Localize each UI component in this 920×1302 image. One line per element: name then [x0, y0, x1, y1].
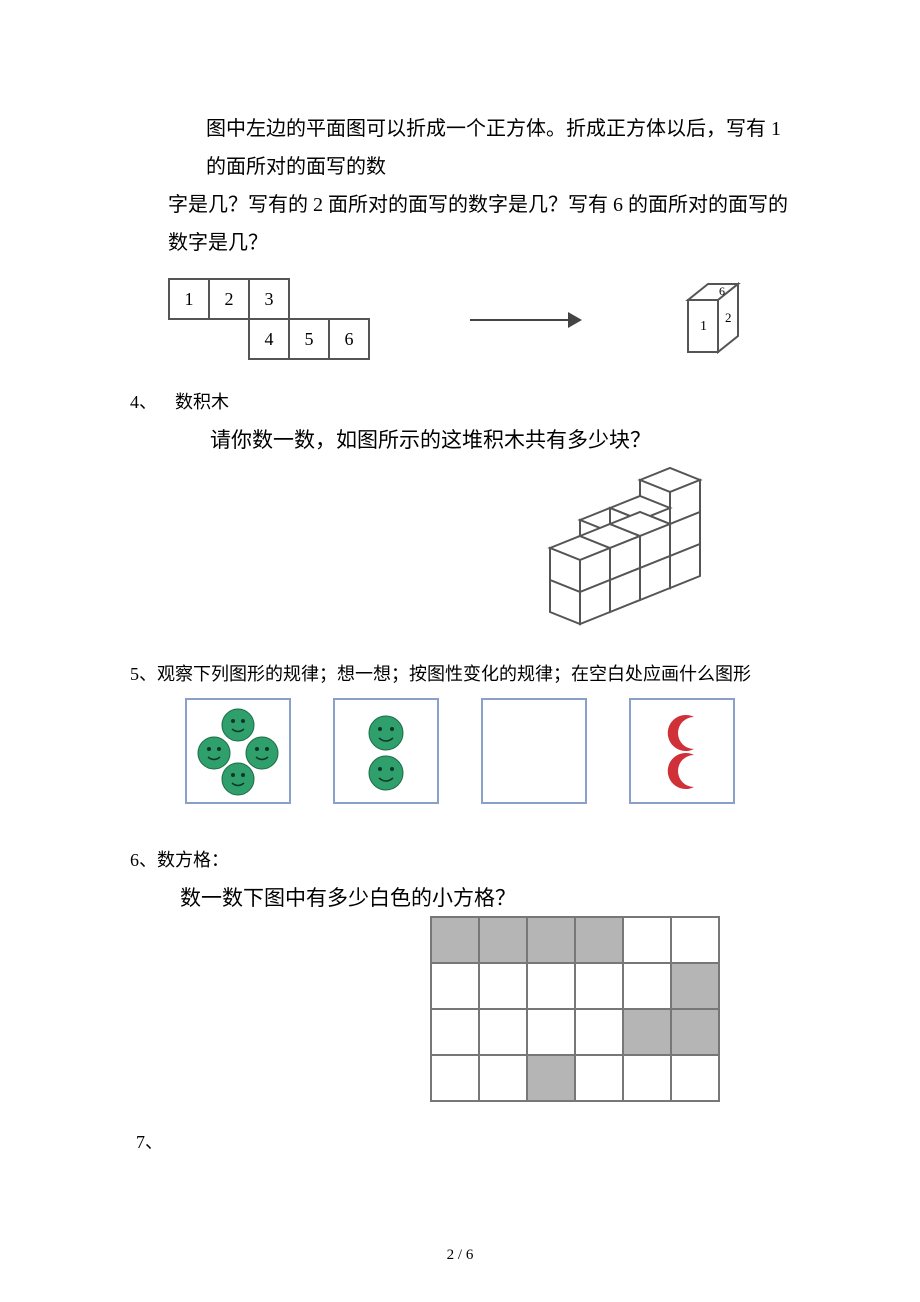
grid-cell: [431, 917, 479, 963]
net-cell-6: 6: [328, 318, 370, 360]
crescents-2-icon: [632, 701, 732, 801]
net-cell-empty: [168, 318, 210, 360]
pattern-box-1: [185, 698, 291, 804]
arrow-icon: [470, 319, 580, 321]
white-square-grid: [430, 916, 720, 1102]
grid-cell: [527, 1055, 575, 1101]
grid-cell: [623, 1055, 671, 1101]
net-cell-2: 2: [208, 278, 250, 320]
grid-cell: [431, 1055, 479, 1101]
cube-3d: 6 1 2: [680, 280, 750, 360]
grid-cell: [479, 1009, 527, 1055]
grid-cell: [527, 963, 575, 1009]
faces-2-icon: [336, 701, 436, 801]
grid-cell: [671, 1055, 719, 1101]
net-cell-1: 1: [168, 278, 210, 320]
cube-face-front: 1: [700, 319, 707, 334]
pattern-box-3-blank: [481, 698, 587, 804]
net-cell-4: 4: [248, 318, 290, 360]
grid-cell: [575, 917, 623, 963]
grid-cell: [527, 917, 575, 963]
q3-intro-line2: 字是几？写有的 2 面所对的面写的数字是几？写有 6 的面所对的面写的数字是几？: [168, 186, 790, 262]
grid-cell: [431, 1009, 479, 1055]
net-cell-empty: [208, 318, 250, 360]
faces-4-icon: [188, 701, 288, 801]
grid-cell: [623, 1009, 671, 1055]
net-cell-5: 5: [288, 318, 330, 360]
cube-face-top: 6: [719, 284, 725, 298]
grid-cell: [575, 1055, 623, 1101]
net-cell-3: 3: [248, 278, 290, 320]
q7-head: 7、: [136, 1128, 790, 1154]
q3-figure-row: 1 2 3 4 5 6 6 1 2: [130, 280, 790, 360]
q6-figure: [130, 916, 790, 1102]
blocks-stack-icon: [530, 462, 720, 632]
grid-cell: [431, 963, 479, 1009]
grid-cell: [671, 917, 719, 963]
q6-title: 数一数下图中有多少白色的小方格？: [180, 882, 790, 912]
q3-intro-line1: 图中左边的平面图可以折成一个正方体。折成正方体以后，写有 1 的面所对的面写的数: [168, 110, 790, 186]
grid-cell: [479, 963, 527, 1009]
grid-cell: [671, 963, 719, 1009]
q4-figure: [130, 462, 790, 632]
grid-cell: [479, 1055, 527, 1101]
grid-cell: [527, 1009, 575, 1055]
q3-intro: 图中左边的平面图可以折成一个正方体。折成正方体以后，写有 1 的面所对的面写的数…: [130, 110, 790, 262]
grid-cell: [623, 963, 671, 1009]
q4-title: 请你数一数，如图所示的这堆积木共有多少块？: [210, 424, 790, 454]
cube-net: 1 2 3 4 5 6: [170, 280, 370, 360]
q6-head: 6、数方格：: [130, 846, 790, 872]
grid-cell: [575, 1009, 623, 1055]
grid-cell: [623, 917, 671, 963]
pattern-box-4: [629, 698, 735, 804]
document-page: 图中左边的平面图可以折成一个正方体。折成正方体以后，写有 1 的面所对的面写的数…: [0, 0, 920, 1302]
pattern-box-2: [333, 698, 439, 804]
grid-cell: [575, 963, 623, 1009]
grid-cell: [671, 1009, 719, 1055]
page-number: 2 / 6: [0, 1247, 920, 1264]
q4-head: 4、 数积木: [130, 388, 790, 414]
cube-face-right: 2: [725, 310, 732, 325]
grid-cell: [479, 917, 527, 963]
q5-pattern-row: [130, 698, 790, 804]
q5-head: 5、观察下列图形的规律；想一想；按图性变化的规律；在空白处应画什么图形: [130, 660, 790, 686]
